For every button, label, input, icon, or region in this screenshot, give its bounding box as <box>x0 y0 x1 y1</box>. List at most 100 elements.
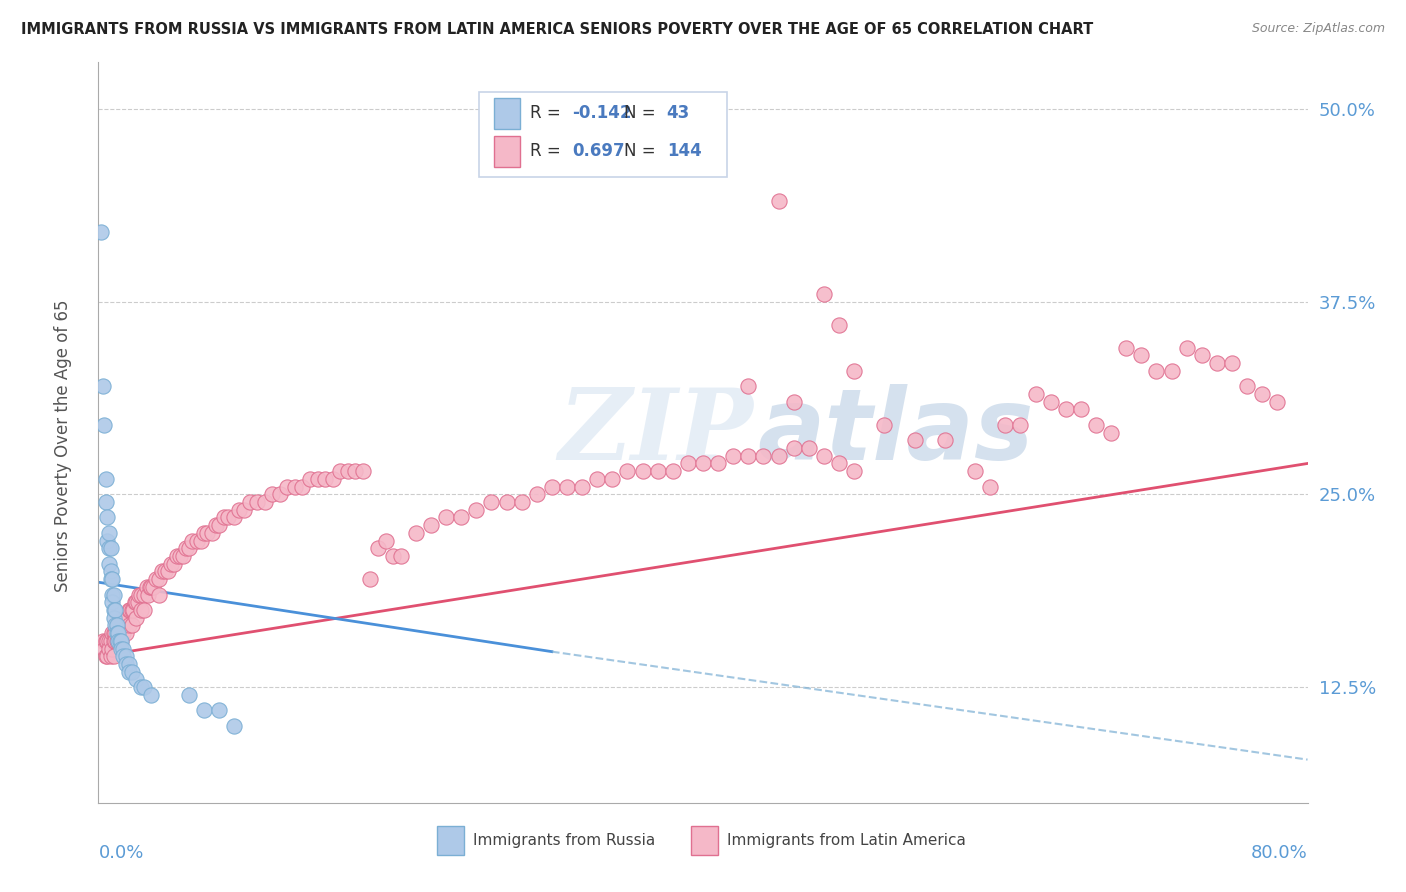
Point <box>783 441 806 455</box>
Point <box>723 449 745 463</box>
Point <box>110 618 132 632</box>
Point <box>179 688 201 702</box>
Point <box>121 665 143 679</box>
Point <box>101 572 124 586</box>
Point <box>526 487 548 501</box>
Point <box>93 417 115 432</box>
Point <box>291 480 314 494</box>
Point <box>115 610 138 624</box>
Point <box>103 633 125 648</box>
Point <box>224 510 246 524</box>
Point <box>284 480 307 494</box>
Point <box>389 549 412 563</box>
Point <box>114 610 136 624</box>
Point <box>150 565 173 579</box>
Point <box>141 688 163 702</box>
Point <box>132 588 155 602</box>
Point <box>239 495 262 509</box>
Point <box>1251 387 1274 401</box>
Point <box>111 649 134 664</box>
Point <box>253 495 276 509</box>
Point <box>129 588 152 602</box>
Point <box>540 480 562 494</box>
Point <box>125 595 148 609</box>
Point <box>101 641 124 656</box>
Point <box>105 626 128 640</box>
Point <box>156 565 179 579</box>
Point <box>737 379 759 393</box>
Point <box>98 633 121 648</box>
Point <box>844 464 866 478</box>
Point <box>1130 349 1153 363</box>
Point <box>91 633 114 648</box>
Point <box>873 417 896 432</box>
Text: 43: 43 <box>666 104 690 122</box>
Point <box>299 472 322 486</box>
Point <box>1085 417 1108 432</box>
Point <box>96 533 118 548</box>
Point <box>813 449 835 463</box>
Text: 0.0%: 0.0% <box>98 844 143 862</box>
Point <box>647 464 669 478</box>
Point <box>100 649 122 664</box>
Point <box>103 610 125 624</box>
Point <box>111 641 134 656</box>
Point <box>752 449 775 463</box>
Point <box>586 472 609 486</box>
Text: ZIP: ZIP <box>558 384 752 481</box>
Point <box>128 588 150 602</box>
Point <box>148 588 170 602</box>
Point <box>737 449 759 463</box>
Point <box>1054 402 1077 417</box>
Point <box>107 633 129 648</box>
Point <box>118 618 141 632</box>
Point <box>142 580 165 594</box>
Point <box>367 541 389 556</box>
Point <box>768 449 790 463</box>
Point <box>105 618 128 632</box>
Point <box>450 510 472 524</box>
Text: R =: R = <box>530 104 567 122</box>
Point <box>98 557 121 571</box>
Point <box>104 626 127 640</box>
Point <box>1160 364 1182 378</box>
Point <box>136 588 159 602</box>
Point <box>98 525 121 540</box>
Point <box>120 603 142 617</box>
Point <box>1220 356 1243 370</box>
Point <box>344 464 367 478</box>
Point <box>107 626 129 640</box>
Point <box>103 649 125 664</box>
Bar <box>494 97 520 128</box>
Point <box>212 510 235 524</box>
Point <box>329 464 352 478</box>
Point <box>139 580 162 594</box>
Point <box>208 703 231 717</box>
Point <box>94 472 117 486</box>
Text: Immigrants from Latin America: Immigrants from Latin America <box>727 833 966 848</box>
Point <box>104 618 127 632</box>
Point <box>105 633 128 648</box>
Point <box>114 649 136 664</box>
Point <box>148 572 170 586</box>
Text: N =: N = <box>624 143 661 161</box>
Point <box>98 641 121 656</box>
Point <box>828 457 851 471</box>
Point <box>127 595 149 609</box>
Point <box>100 572 122 586</box>
Point <box>112 610 135 624</box>
Point <box>844 364 866 378</box>
Point <box>510 495 533 509</box>
Point <box>132 680 155 694</box>
Bar <box>479 92 727 178</box>
Point <box>129 680 152 694</box>
Text: 0.697: 0.697 <box>572 143 626 161</box>
Point <box>108 633 131 648</box>
Text: R =: R = <box>530 143 571 161</box>
Point <box>101 626 124 640</box>
Point <box>107 618 129 632</box>
Bar <box>437 827 464 855</box>
Point <box>1191 349 1213 363</box>
Point <box>110 633 132 648</box>
Point <box>360 572 382 586</box>
